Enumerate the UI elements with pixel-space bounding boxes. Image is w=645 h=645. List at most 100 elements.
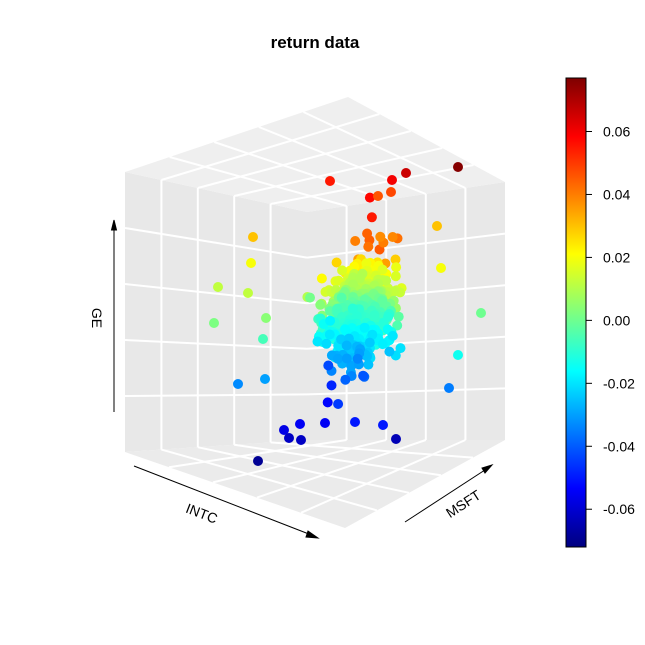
x-axis-arrow xyxy=(305,530,320,539)
scatter-point xyxy=(383,312,394,322)
scatter-point xyxy=(333,399,344,409)
scatter-point xyxy=(361,258,372,269)
scatter-point xyxy=(393,311,404,322)
scatter-point xyxy=(375,231,386,242)
scatter-point xyxy=(350,236,361,246)
grid-line xyxy=(161,448,378,512)
grid-line xyxy=(169,156,347,207)
scatter-point xyxy=(453,162,463,172)
scatter-point xyxy=(384,346,395,357)
grid-line xyxy=(168,439,347,469)
scatter-point xyxy=(359,322,370,333)
scatter-point xyxy=(444,383,454,393)
scatter-point xyxy=(336,292,347,303)
grid-line xyxy=(124,227,308,259)
scatter-point xyxy=(246,258,256,268)
scatter-point xyxy=(253,456,263,466)
grid-line xyxy=(212,439,387,484)
scatter-point xyxy=(260,374,270,384)
scatter-point xyxy=(322,397,333,408)
grid-line xyxy=(306,387,506,396)
scatter-point xyxy=(453,350,463,360)
colorbar-tick-label: 0.04 xyxy=(603,186,630,202)
grid-line xyxy=(258,126,427,195)
y-axis-arrow xyxy=(481,464,494,474)
scatter-point xyxy=(373,191,383,201)
scatter-point xyxy=(387,232,398,242)
grid-line xyxy=(233,147,443,197)
scatter-point xyxy=(390,271,401,282)
scatter-point xyxy=(324,329,335,340)
scatter-point xyxy=(326,380,337,391)
scatter-point xyxy=(351,311,362,322)
colorbar-tick-label: 0.02 xyxy=(603,249,630,265)
scatter-point xyxy=(325,315,336,326)
scatter-point xyxy=(305,292,315,303)
scatter-point xyxy=(391,262,402,273)
y-axis-label: MSFT xyxy=(443,486,484,520)
colorbar-tick-label: -0.02 xyxy=(603,375,635,391)
colorbar xyxy=(565,77,587,548)
scatter-point xyxy=(348,279,358,290)
grid-line xyxy=(197,446,410,494)
scatter-point xyxy=(209,318,219,328)
scatter-point xyxy=(279,425,289,435)
scatter-point xyxy=(364,192,375,203)
scatter-point xyxy=(321,338,332,349)
scatter-point xyxy=(295,419,305,429)
scatter-point xyxy=(243,288,253,298)
scatter-point xyxy=(331,257,342,268)
scatter-point xyxy=(395,343,406,354)
scatter-point xyxy=(296,435,306,445)
scatter-point xyxy=(261,313,271,323)
scatter-point xyxy=(284,433,294,443)
grid-line xyxy=(124,393,308,397)
y-axis-line xyxy=(404,467,489,523)
floor-panel xyxy=(125,440,505,528)
scatter-point xyxy=(363,241,374,252)
scatter-point xyxy=(362,228,373,239)
scatter-point xyxy=(401,168,411,178)
scatter-point xyxy=(316,273,327,284)
grid-line xyxy=(213,141,387,201)
scatter-point xyxy=(332,353,343,364)
scatter-point xyxy=(354,273,365,284)
colorbar-tick-label: -0.06 xyxy=(603,501,635,517)
grid-line xyxy=(270,441,474,459)
axes xyxy=(110,219,494,539)
scatter-point xyxy=(392,320,403,331)
grid-line xyxy=(306,232,506,259)
scatter-point xyxy=(358,370,369,381)
scatter-point xyxy=(367,329,378,340)
scatter-points xyxy=(209,162,486,466)
grid-line xyxy=(256,439,427,499)
scatter-point xyxy=(337,265,348,276)
scatter-point xyxy=(350,417,360,427)
colorbar-tick-label: 0.06 xyxy=(603,124,630,140)
grid-line xyxy=(302,111,466,189)
colorbar-tick-label: 0.00 xyxy=(603,312,630,328)
chart-title: return data xyxy=(271,33,360,52)
scatter-point xyxy=(363,359,374,370)
colorbar-tick-label: -0.04 xyxy=(603,438,635,454)
scatter-point xyxy=(325,176,335,186)
scatter-point xyxy=(391,434,401,444)
z-axis-arrow xyxy=(110,219,118,231)
scatter-point xyxy=(377,264,388,275)
x-axis-line xyxy=(133,465,315,537)
scatter-point xyxy=(341,353,352,364)
z-axis-label: GE xyxy=(89,308,105,328)
scatter-point xyxy=(369,310,380,321)
grid-line xyxy=(124,339,308,350)
scatter-point xyxy=(340,374,351,385)
scatter-point xyxy=(366,212,377,223)
scatter-point xyxy=(381,275,392,286)
grid-line xyxy=(197,130,412,189)
plot-box xyxy=(125,97,505,528)
scatter-point xyxy=(364,337,375,348)
scatter-point xyxy=(378,420,388,430)
grid-line xyxy=(161,113,380,181)
scatter-point xyxy=(248,232,258,242)
scatter-point xyxy=(377,339,388,350)
